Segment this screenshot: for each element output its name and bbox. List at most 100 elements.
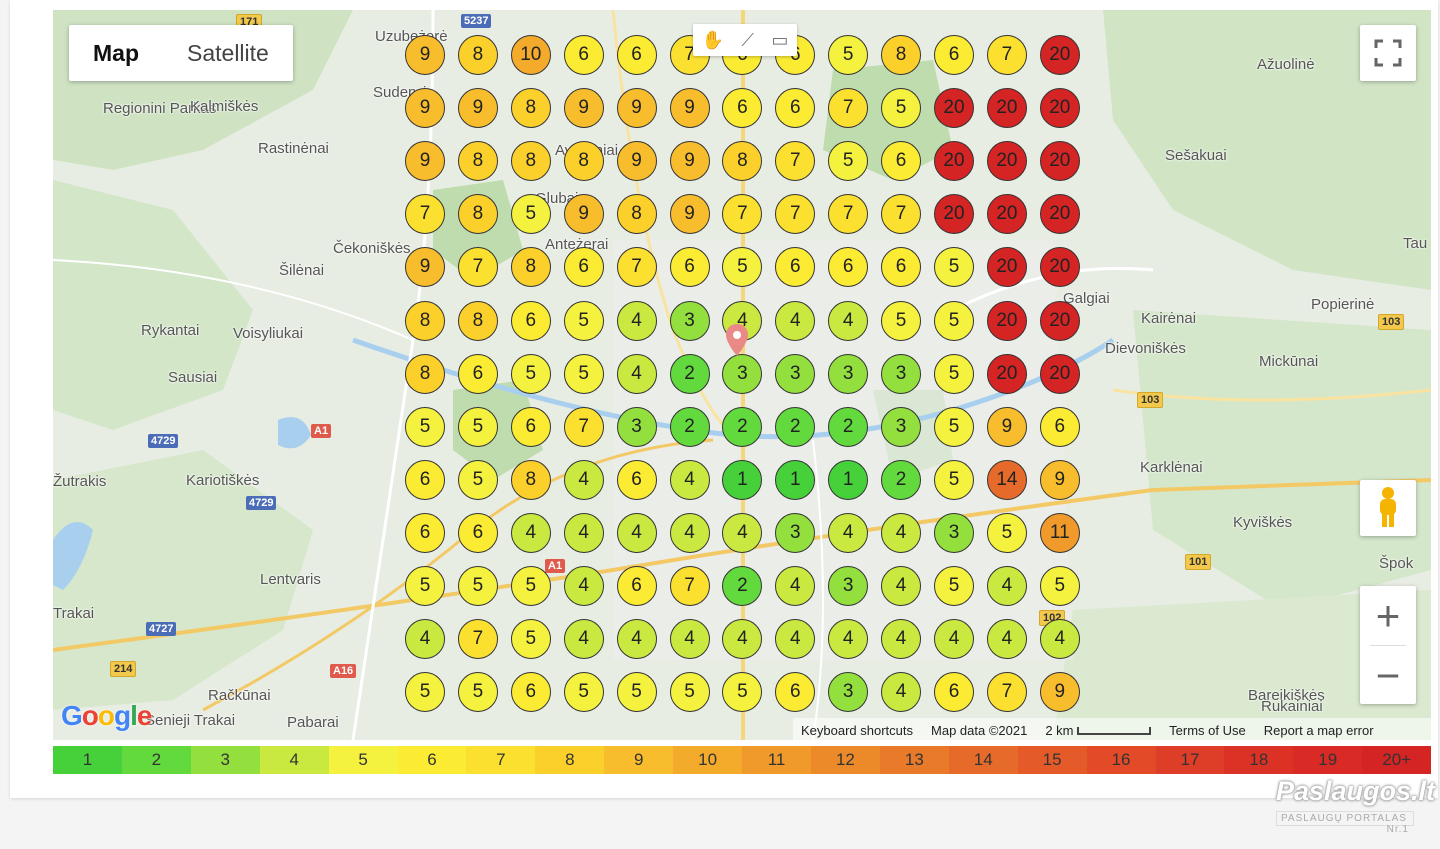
- rank-marker[interactable]: 2: [722, 566, 763, 606]
- rank-marker[interactable]: 9: [563, 88, 604, 129]
- rank-marker[interactable]: 3: [616, 406, 657, 447]
- rank-marker[interactable]: 20: [986, 194, 1027, 235]
- rank-marker[interactable]: 7: [986, 672, 1027, 713]
- rank-marker[interactable]: 7: [457, 619, 498, 660]
- rank-marker[interactable]: 5: [457, 406, 498, 447]
- rank-marker[interactable]: 5: [722, 672, 763, 713]
- rank-marker[interactable]: 9: [669, 194, 710, 235]
- rank-marker[interactable]: 4: [1039, 619, 1080, 660]
- zoom-in-button[interactable]: +: [1360, 586, 1416, 645]
- rank-marker[interactable]: 4: [563, 512, 604, 553]
- rank-marker[interactable]: 8: [405, 353, 445, 394]
- hand-icon[interactable]: ✋: [701, 29, 725, 50]
- rank-marker[interactable]: 20: [934, 141, 974, 182]
- rank-marker[interactable]: 20: [1039, 194, 1080, 235]
- rank-marker[interactable]: 4: [986, 619, 1027, 660]
- rank-marker[interactable]: 5: [669, 672, 710, 713]
- rank-marker[interactable]: 8: [457, 300, 498, 341]
- rank-marker[interactable]: 4: [828, 512, 869, 553]
- rank-marker[interactable]: 20: [986, 353, 1027, 394]
- rank-marker[interactable]: 6: [1039, 406, 1080, 447]
- rank-marker[interactable]: 5: [616, 672, 657, 713]
- map-canvas[interactable]: Regionini Parkas Kalmiškės Sudervė Uzubeżer…: [53, 10, 1431, 740]
- rank-marker[interactable]: 6: [405, 512, 445, 553]
- rank-marker[interactable]: 5: [722, 247, 763, 288]
- rank-marker[interactable]: 4: [616, 619, 657, 660]
- rank-marker[interactable]: 5: [934, 300, 974, 341]
- rank-marker[interactable]: 9: [669, 88, 710, 129]
- rank-marker[interactable]: 4: [881, 566, 922, 606]
- rank-marker[interactable]: 4: [563, 459, 604, 500]
- rank-marker[interactable]: 9: [405, 88, 445, 129]
- keyboard-shortcuts-link[interactable]: Keyboard shortcuts: [801, 722, 914, 738]
- rank-marker[interactable]: 8: [457, 35, 498, 75]
- rank-marker[interactable]: 6: [775, 247, 816, 288]
- map-type-satellite-button[interactable]: Satellite: [187, 40, 269, 66]
- rank-marker[interactable]: 4: [775, 619, 816, 660]
- rank-marker[interactable]: 8: [457, 194, 498, 235]
- rank-marker[interactable]: 2: [669, 353, 710, 394]
- rank-marker[interactable]: 2: [669, 406, 710, 447]
- rank-marker[interactable]: 5: [457, 672, 498, 713]
- rank-marker[interactable]: 20: [986, 300, 1027, 341]
- rank-marker[interactable]: 6: [563, 35, 604, 75]
- rank-marker[interactable]: 8: [616, 194, 657, 235]
- rank-marker[interactable]: 4: [405, 619, 445, 660]
- rank-marker[interactable]: 1: [722, 459, 763, 500]
- rank-marker[interactable]: 4: [669, 459, 710, 500]
- rank-marker[interactable]: 4: [775, 300, 816, 341]
- rank-marker[interactable]: 6: [669, 247, 710, 288]
- rank-marker[interactable]: 9: [563, 194, 604, 235]
- rank-marker[interactable]: 7: [616, 247, 657, 288]
- rank-marker[interactable]: 3: [881, 406, 922, 447]
- scale-indicator[interactable]: 2 km: [1045, 723, 1152, 738]
- rank-marker[interactable]: 10: [510, 35, 551, 75]
- rank-marker[interactable]: 5: [563, 300, 604, 341]
- rank-marker[interactable]: 2: [775, 406, 816, 447]
- rank-marker[interactable]: 5: [405, 566, 445, 606]
- rank-marker[interactable]: 5: [510, 194, 551, 235]
- rank-marker[interactable]: 20: [986, 88, 1027, 129]
- rank-marker[interactable]: 20: [1039, 247, 1080, 288]
- rank-marker[interactable]: 5: [986, 512, 1027, 553]
- rank-marker[interactable]: 3: [775, 512, 816, 553]
- rank-marker[interactable]: 5: [934, 353, 974, 394]
- rank-marker[interactable]: 4: [616, 300, 657, 341]
- rank-marker[interactable]: 7: [775, 141, 816, 182]
- rank-marker[interactable]: 7: [828, 194, 869, 235]
- rank-marker[interactable]: 6: [405, 459, 445, 500]
- rank-marker[interactable]: 7: [457, 247, 498, 288]
- rank-marker[interactable]: 9: [616, 88, 657, 129]
- rank-marker[interactable]: 5: [1039, 566, 1080, 606]
- rank-marker[interactable]: 5: [457, 566, 498, 606]
- rank-marker[interactable]: 5: [828, 141, 869, 182]
- rank-marker[interactable]: 6: [828, 247, 869, 288]
- rank-marker[interactable]: 1: [828, 459, 869, 500]
- rank-marker[interactable]: 5: [510, 566, 551, 606]
- rank-marker[interactable]: 3: [828, 353, 869, 394]
- rank-marker[interactable]: 6: [510, 672, 551, 713]
- rank-marker[interactable]: 4: [828, 300, 869, 341]
- rank-marker[interactable]: 14: [986, 459, 1027, 500]
- location-pin-icon[interactable]: [726, 324, 748, 356]
- rank-marker[interactable]: 2: [881, 459, 922, 500]
- rank-marker[interactable]: 20: [1039, 35, 1080, 75]
- rank-marker[interactable]: 5: [563, 353, 604, 394]
- rank-marker[interactable]: 6: [934, 35, 974, 75]
- rank-marker[interactable]: 5: [934, 566, 974, 606]
- rank-marker[interactable]: 9: [1039, 459, 1080, 500]
- rank-marker[interactable]: 7: [775, 194, 816, 235]
- rank-marker[interactable]: 6: [775, 88, 816, 129]
- rank-marker[interactable]: 5: [510, 619, 551, 660]
- rank-marker[interactable]: 6: [722, 88, 763, 129]
- rank-marker[interactable]: 3: [722, 353, 763, 394]
- rank-marker[interactable]: 6: [934, 672, 974, 713]
- rank-marker[interactable]: 9: [405, 247, 445, 288]
- rank-marker[interactable]: 5: [563, 672, 604, 713]
- rank-marker[interactable]: 2: [828, 406, 869, 447]
- rank-marker[interactable]: 9: [669, 141, 710, 182]
- rank-marker[interactable]: 8: [510, 459, 551, 500]
- rank-marker[interactable]: 4: [616, 353, 657, 394]
- rank-marker[interactable]: 6: [881, 141, 922, 182]
- rank-marker[interactable]: 8: [510, 88, 551, 129]
